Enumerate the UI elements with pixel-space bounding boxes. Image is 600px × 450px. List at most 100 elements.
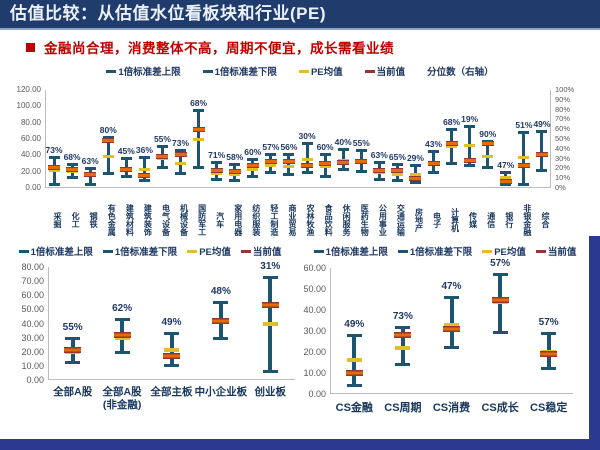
plot-area bbox=[45, 90, 551, 188]
legend-item-upper: 1倍标准差上限 bbox=[18, 244, 93, 258]
title-bar: 估值比较：从估值水位看板块和行业(PE) bbox=[0, 0, 600, 30]
pe-mean-dash bbox=[265, 163, 277, 167]
y-axis-tick: 70.00 bbox=[21, 276, 44, 287]
percentile-label: 63% bbox=[81, 155, 99, 166]
legend-label-mean: PE均值 bbox=[199, 247, 231, 258]
lower-limit-cap bbox=[500, 182, 512, 186]
legend-label-lower: 1倍标准差下限 bbox=[114, 247, 178, 258]
current-value-dash bbox=[319, 161, 332, 166]
pe-mean-dash bbox=[482, 154, 494, 158]
y2-axis-tick: 10% bbox=[555, 173, 571, 183]
percentile-label: 30% bbox=[298, 131, 316, 142]
upper-limit-cap bbox=[229, 162, 241, 166]
pe-mean-dash bbox=[301, 157, 313, 161]
pe-mean-dash bbox=[391, 172, 403, 176]
percentile-label: 29% bbox=[406, 153, 424, 164]
y-axis-tick: 60.00 bbox=[20, 134, 41, 143]
legend-dash-icon bbox=[187, 249, 198, 253]
upper-limit-cap bbox=[114, 318, 130, 322]
legend-item-lower: 1倍标准差下限 bbox=[202, 64, 277, 78]
current-value-dash bbox=[120, 166, 133, 172]
current-value-dash bbox=[427, 161, 440, 166]
current-value-dash bbox=[282, 158, 295, 164]
industry-pe-chart: 1倍标准差上限 1倍标准差下限 PE均值 当前值 分位数（右轴） 120.00 100.00… bbox=[0, 58, 600, 240]
pe-mean-dash bbox=[164, 348, 179, 353]
category-label: 房地产 bbox=[414, 208, 424, 232]
category-label: 公用事业 bbox=[378, 204, 388, 236]
category-label: 国防军工 bbox=[197, 204, 207, 236]
upper-limit-cap bbox=[138, 155, 150, 159]
legend-label-lower: 1倍标准差下限 bbox=[214, 67, 277, 78]
category-label: 电子 bbox=[432, 212, 442, 228]
pe-mean-dash bbox=[409, 173, 421, 177]
percentile-label: 56% bbox=[280, 141, 298, 152]
legend-item-lower: 1倍标准差下限 bbox=[397, 244, 472, 258]
category-label: 钢铁 bbox=[89, 212, 99, 228]
current-value-dash bbox=[246, 163, 259, 169]
lower-limit-cap bbox=[175, 172, 187, 176]
category-label: 交通运输 bbox=[396, 204, 406, 236]
percentile-label: 71% bbox=[208, 149, 226, 160]
legend-label-current: 当前值 bbox=[547, 247, 577, 258]
lower-limit-cap bbox=[395, 362, 411, 366]
category-label: CS消费 bbox=[432, 402, 471, 414]
y-axis-tick: 60.00 bbox=[303, 263, 326, 273]
y-axis-tick: 40.00 bbox=[20, 150, 41, 160]
lower-limit-cap bbox=[65, 361, 81, 365]
pe-mean-dash bbox=[446, 144, 458, 148]
upper-limit-cap bbox=[373, 160, 385, 164]
current-value-dash bbox=[212, 317, 230, 324]
percentile-label: 55% bbox=[352, 138, 370, 149]
lower-limit-cap bbox=[66, 176, 78, 180]
bullet-square-icon bbox=[26, 42, 35, 52]
category-label: 食品饮料 bbox=[324, 204, 334, 236]
legend-item-current: 当前值 bbox=[240, 244, 281, 258]
y-axis-tick: 80.00 bbox=[20, 117, 41, 127]
y2-axis-tick: 50% bbox=[555, 134, 571, 143]
legend-item-current: 当前值 bbox=[535, 244, 577, 258]
upper-limit-cap bbox=[175, 149, 187, 153]
legend-label-upper: 1倍标准差上限 bbox=[30, 247, 93, 258]
lower-limit-cap bbox=[229, 179, 241, 183]
legend-dash-icon bbox=[482, 249, 493, 253]
percentile-label: 47% bbox=[441, 281, 462, 293]
category-label: 农林牧渔 bbox=[306, 204, 316, 236]
legend-item-mean: PE均值 bbox=[298, 64, 343, 78]
lower-limit-cap bbox=[48, 182, 60, 186]
legend-item-lower: 1倍标准差下限 bbox=[102, 244, 178, 258]
legend-dash-icon bbox=[202, 69, 213, 73]
y-axis-tick: 30.00 bbox=[303, 326, 326, 336]
category-label: CS周期 bbox=[384, 402, 422, 414]
y2-axis-tick: 90% bbox=[555, 94, 571, 104]
y-axis-tick: 80.00 bbox=[21, 262, 44, 272]
upper-limit-cap bbox=[65, 336, 81, 340]
upper-limit-cap bbox=[536, 129, 548, 133]
percentile-label: 68% bbox=[443, 117, 461, 128]
percentile-label: 51% bbox=[515, 120, 533, 131]
lower-limit-cap bbox=[337, 168, 349, 172]
pe-mean-dash bbox=[138, 167, 150, 171]
lower-limit-cap bbox=[346, 383, 362, 387]
current-value-dash bbox=[409, 175, 422, 181]
percentile-label: 73% bbox=[172, 138, 190, 149]
percentile-label: 49% bbox=[161, 317, 182, 329]
lower-limit-cap bbox=[373, 177, 385, 181]
category-label: 休闲服务 bbox=[342, 204, 352, 236]
legend-dash-icon bbox=[102, 249, 113, 253]
lower-limit-cap bbox=[409, 181, 421, 185]
y2-axis-tick: 60% bbox=[555, 124, 571, 134]
lower-limit-cap bbox=[391, 179, 403, 183]
legend-item-mean: PE均值 bbox=[187, 244, 231, 258]
whisker-range-bar bbox=[449, 297, 454, 348]
whisker-range-bar bbox=[106, 136, 110, 175]
pe-mean-dash bbox=[500, 175, 512, 179]
legend-item-percentile_right_axis: 分位数（右轴） bbox=[427, 64, 494, 78]
pe-mean-dash bbox=[247, 167, 259, 171]
current-value-dash bbox=[463, 157, 476, 163]
upper-limit-cap bbox=[84, 166, 96, 170]
y-axis-tick: 20.00 bbox=[21, 346, 44, 357]
category-label: CS稳定 bbox=[530, 402, 568, 414]
percentile-label: 57% bbox=[262, 141, 280, 152]
upper-limit-cap bbox=[446, 128, 458, 132]
